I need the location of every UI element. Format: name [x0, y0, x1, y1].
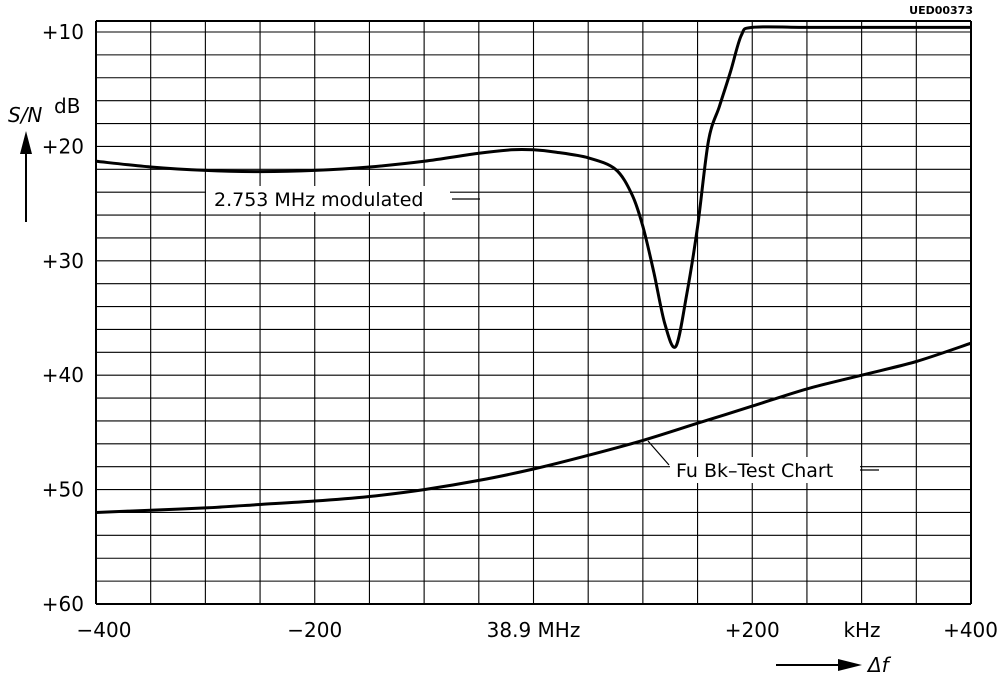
y-tick-label: +60: [42, 592, 84, 616]
y-axis-label: S/N: [8, 103, 42, 127]
series-line-1: [95, 25, 971, 349]
x-tick-label: −400: [77, 618, 132, 642]
x-tick-label: +200: [725, 618, 780, 642]
annotation-testchart: Fu Bk–Test Chart: [647, 440, 879, 483]
y-axis-unit: dB: [54, 94, 80, 118]
y-tick-label: +20: [42, 134, 84, 158]
grid: [95, 20, 972, 605]
annotation-modulated-label: 2.753 MHz modulated: [214, 189, 423, 211]
y-tick-label: +30: [42, 249, 84, 273]
x-axis-unit: kHz: [843, 618, 880, 642]
x-tick-label: 38.9 MHz: [487, 618, 581, 642]
y-tick-label: +40: [42, 363, 84, 387]
y-tick-label: +10: [42, 20, 84, 44]
x-axis-arrow: [776, 659, 862, 671]
y-tick-label: +50: [42, 478, 84, 502]
series-line-2: [95, 341, 972, 514]
x-axis-label: Δf: [866, 653, 892, 677]
annotation-modulated: 2.753 MHz modulated: [206, 186, 480, 212]
document-code: UED00373: [909, 4, 973, 17]
tick-labels: +10 +20 +30 +40 +50 +60−400 −200 38.9 MHz +200 +4…: [42, 20, 998, 642]
y-axis-arrow: [20, 131, 32, 222]
x-tick-label: +400: [943, 618, 998, 642]
x-tick-label: −200: [287, 618, 342, 642]
annotation-testchart-label: Fu Bk–Test Chart: [676, 460, 833, 482]
series-group: [95, 25, 972, 514]
